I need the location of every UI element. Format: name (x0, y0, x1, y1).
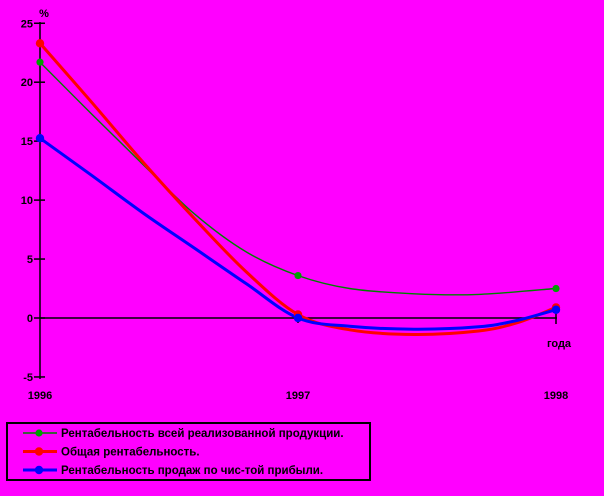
y-axis-ticks: 25 20 15 10 5 0 -5 (21, 18, 45, 384)
series-line-2 (38, 136, 558, 331)
legend-item: Рентабельность всей реализованной продук… (23, 428, 344, 440)
series-2-marker-1997 (293, 313, 303, 323)
legend-label: Рентабельность всей реализованной продук… (61, 428, 344, 440)
y-tick-label: 10 (21, 195, 33, 207)
x-tick-label: 1997 (286, 390, 310, 402)
legend-item: Рентабельность продаж по чис-той прибыли… (23, 465, 323, 477)
y-tick-label: 20 (21, 77, 33, 89)
y-tick-label: -5 (23, 372, 33, 384)
legend: Рентабельность всей реализованной продук… (6, 422, 371, 481)
legend-items: Рентабельность всей реализованной продук… (23, 428, 344, 477)
y-tick-label: 15 (21, 136, 33, 148)
y-tick-label: 5 (27, 254, 33, 266)
series-1-marker-1996 (35, 39, 45, 48)
series-lines (38, 41, 558, 337)
series-line-0 (39, 61, 557, 296)
x-tick-label: 1998 (544, 390, 568, 402)
legend-marker (34, 465, 44, 475)
x-tick-label: 1996 (28, 390, 52, 402)
legend-label: Общая рентабельность. (61, 447, 200, 459)
legend-item: Общая рентабельность. (23, 447, 200, 459)
series-2-marker-1996 (35, 134, 45, 143)
y-tick-label: 0 (27, 313, 33, 325)
legend-marker (34, 447, 44, 456)
series-2-marker-1998 (551, 305, 561, 314)
x-axis-labels: 1996 1997 1998 (28, 390, 568, 402)
series-0-marker-1996 (36, 58, 44, 66)
series-markers (35, 39, 561, 323)
series-line-1 (38, 41, 558, 337)
legend-label: Рентабельность продаж по чис-той прибыли… (61, 465, 323, 477)
x-axis-unit-label: года (547, 338, 572, 350)
y-axis-unit-label: % (39, 8, 49, 20)
series-0-marker-1997 (294, 271, 302, 280)
y-tick-label: 25 (21, 18, 33, 30)
legend-marker (35, 429, 43, 437)
series-0-marker-1998 (552, 284, 560, 293)
legend-box (6, 422, 371, 481)
